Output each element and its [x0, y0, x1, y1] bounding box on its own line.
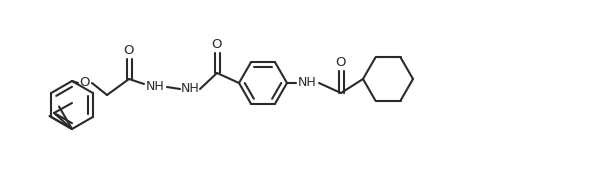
Text: NH: NH: [181, 83, 199, 95]
Text: O: O: [212, 39, 223, 51]
Text: O: O: [336, 56, 346, 70]
Text: NH: NH: [298, 76, 317, 89]
Text: NH: NH: [146, 80, 164, 94]
Text: O: O: [80, 76, 90, 89]
Text: O: O: [124, 45, 134, 57]
